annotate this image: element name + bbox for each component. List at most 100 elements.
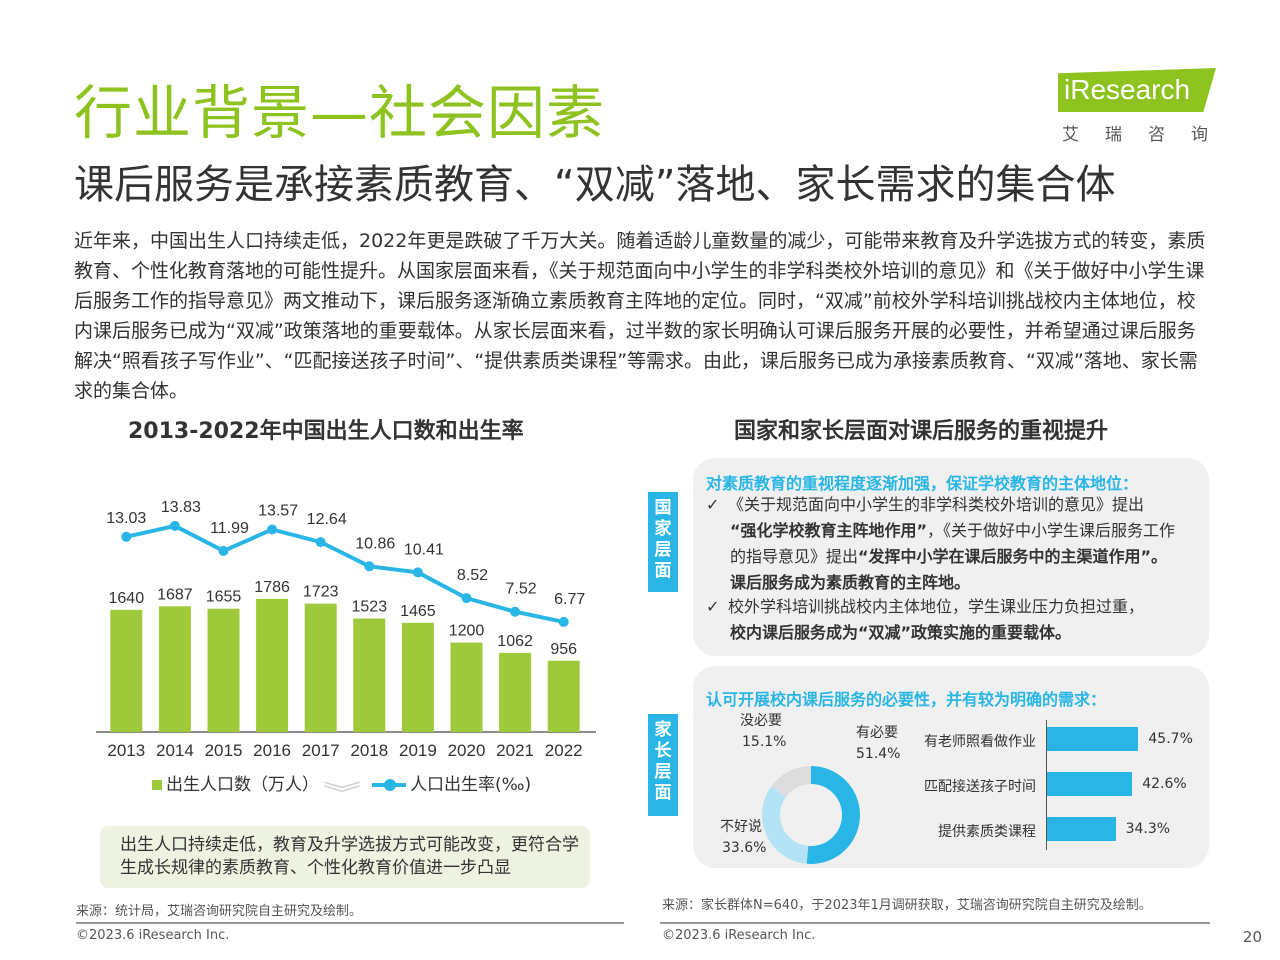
year-tick-label: 2016: [253, 741, 291, 760]
donut-label-unsure: 不好说: [720, 819, 762, 835]
year-tick-label: 2018: [350, 741, 388, 760]
birth-rate-point: [315, 537, 326, 548]
bullet1-text-d: “发挥中小学在课后服务中的主渠道作用”。课后服务成为素质教育的主阵地。: [730, 547, 1168, 592]
births-value-label: 1523: [352, 599, 388, 616]
left-source: 来源：统计局，艾瑞咨询研究院自主研究及绘制。: [76, 904, 363, 919]
births-value-label: 1465: [400, 603, 436, 620]
year-tick-label: 2013: [107, 741, 145, 760]
births-chart-title: 2013-2022年中国出生人口数和出生率: [128, 419, 524, 444]
births-bar: [207, 608, 240, 732]
bullet1-text-a: 《关于规范面向中小学生的非学科类校外培训的意见》提出: [728, 495, 1145, 514]
hbar-pickup: [1047, 772, 1133, 796]
births-bar: [401, 622, 434, 732]
page-subtitle: 课后服务是承接素质教育、“双减”落地、家长需求的集合体: [74, 162, 1116, 208]
page-number: 20: [1242, 928, 1262, 946]
right-source: 来源：家长群体N=640，于2023年1月调研获取，艾瑞咨询研究院自主研究及绘制…: [662, 898, 1152, 913]
national-panel: [693, 458, 1209, 656]
birth-rate-label: 10.86: [355, 535, 395, 552]
left-copyright: ©2023.6 iResearch Inc.: [76, 928, 230, 943]
bullet2-text-a: 校外学科培训挑战校内主体地位，学生课业压力负担过重，: [728, 597, 1145, 616]
births-bar: [110, 609, 143, 732]
donut-slice: [762, 766, 860, 864]
bullet1-text-c: ，《关于做好中小学生课后服务工作的指导意见》提出: [730, 521, 1176, 566]
hbar-label-courses: 提供素质类课程: [938, 824, 1036, 840]
right-section-title: 国家和家长层面对课后服务的重视提升: [734, 419, 1109, 444]
bullet2-indent: 校内课后服务成为“双减”政策实施的重要载体。: [706, 620, 1176, 646]
donut-value-necessary: 51.4%: [856, 746, 901, 762]
births-bar: [158, 606, 191, 732]
hbar-homework: [1047, 727, 1139, 751]
legend-births: 出生人口数（万人）: [152, 770, 319, 795]
national-bullet-2: ✓ 校外学科培训挑战校内主体地位，学生课业压力负担过重， 校内课后服务成为“双减”…: [706, 594, 1176, 646]
parent-tag: 家长层面: [648, 714, 678, 816]
check-icon: ✓: [706, 495, 720, 514]
birth-rate-label: 6.77: [554, 591, 585, 608]
conclusion-box: [100, 826, 590, 888]
donut-label-necessary: 有必要: [856, 725, 898, 741]
parent-heading: 认可开展校内课后服务的必要性，并有较为明确的需求：: [706, 690, 1107, 709]
births-bar: [499, 652, 532, 732]
year-tick-label: 2014: [156, 741, 194, 760]
iresearch-logo: iResearch 艾瑞咨询: [1058, 68, 1218, 148]
births-chart: 1640 2013 1687 2014 1655 2015 1786 2016 1723 2017…: [96, 499, 596, 760]
hbar-value-pickup: 42.6%: [1142, 776, 1187, 792]
birth-rate-point: [218, 545, 229, 556]
births-bar: [353, 618, 386, 732]
legend-line-swatch: [372, 779, 406, 791]
bullet1-indent: “强化学校教育主阵地作用”，《关于做好中小学生课后服务工作的指导意见》提出“发挥…: [706, 518, 1176, 596]
hbar-value-courses: 34.3%: [1125, 821, 1171, 837]
births-value-label: 1687: [157, 586, 193, 603]
year-tick-label: 2017: [302, 741, 340, 760]
birth-rate-point: [461, 593, 472, 604]
bullet2-text-b: 校内课后服务成为“双减”政策实施的重要载体。: [730, 623, 1072, 642]
birth-rate-point: [364, 561, 375, 572]
birth-rate-label: 8.52: [457, 567, 488, 584]
donut-label-unnecessary: 没必要: [740, 713, 782, 729]
birth-rate-point: [412, 567, 423, 578]
chevron-down-icon: ︾: [322, 780, 362, 808]
legend-births-label: 出生人口数（万人）: [166, 775, 319, 795]
hbar-label-pickup: 匹配接送孩子时间: [924, 779, 1036, 795]
birth-rate-label: 13.57: [258, 502, 298, 519]
births-value-label: 956: [550, 641, 577, 658]
births-value-label: 1062: [497, 633, 533, 650]
left-divider: [76, 922, 624, 924]
year-tick-label: 2020: [448, 741, 486, 760]
births-value-label: 1200: [449, 623, 485, 640]
birth-rate-point: [169, 520, 180, 531]
logo-text: iResearch: [1064, 74, 1191, 105]
birth-rate-label: 13.03: [106, 510, 146, 527]
births-bar: [256, 598, 289, 732]
births-value-label: 1723: [303, 584, 339, 601]
legend-rate: 人口出生率(‰): [372, 770, 531, 795]
births-value-label: 1655: [206, 589, 242, 606]
births-value-label: 1786: [254, 579, 290, 596]
check-icon: ✓: [706, 597, 720, 616]
births-value-label: 1640: [109, 590, 145, 607]
birth-rate-label: 13.83: [161, 499, 201, 516]
birth-rate-label: 12.64: [307, 511, 347, 528]
national-bullet-1: ✓ 《关于规范面向中小学生的非学科类校外培训的意见》提出 “强化学校教育主阵地作用…: [706, 492, 1176, 596]
legend-bar-swatch: [152, 780, 162, 790]
year-tick-label: 2022: [545, 741, 583, 760]
donut-value-unsure: 33.6%: [722, 840, 767, 856]
birth-rate-line: [125, 523, 565, 624]
birth-rate-point: [558, 616, 569, 627]
logo-badge: [1058, 68, 1216, 112]
hbar-label-homework: 有老师照看做作业: [924, 734, 1036, 750]
donut-slice: [762, 766, 860, 864]
intro-paragraph: 近年来，中国出生人口持续走低，2022年更是跌破了千万大关。随着适龄儿童数量的减…: [74, 230, 1206, 402]
birth-rate-point: [267, 524, 278, 535]
necessity-donut: [762, 766, 860, 864]
national-heading: 对素质教育的重视程度逐渐加强，保证学校教育的主体地位：: [706, 474, 1139, 493]
year-tick-label: 2019: [399, 741, 437, 760]
right-divider: [660, 922, 1210, 924]
bullet1-text-b: “强化学校教育主阵地作用”: [730, 521, 928, 540]
conclusion-text: 出生人口持续走低，教育及升学选拔方式可能改变，更符合学生成长规律的素质教育、个性…: [120, 835, 579, 878]
birth-rate-label: 10.41: [404, 541, 444, 558]
births-bar: [304, 603, 337, 732]
logo-chinese-text: 艾瑞咨询: [1062, 125, 1234, 145]
year-tick-label: 2015: [205, 741, 243, 760]
births-bar: [450, 642, 483, 732]
hbar-courses: [1047, 817, 1116, 841]
